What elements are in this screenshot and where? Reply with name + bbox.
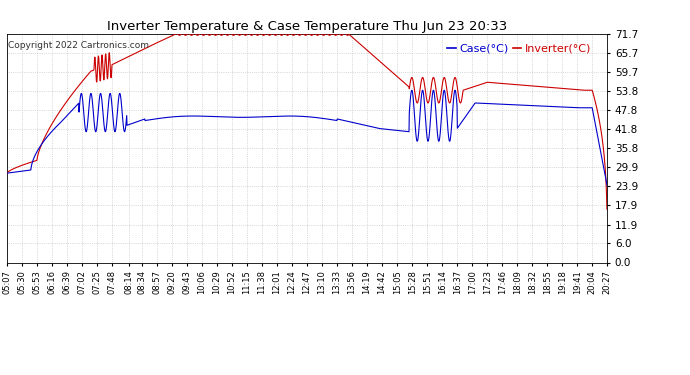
Text: Copyright 2022 Cartronics.com: Copyright 2022 Cartronics.com — [8, 40, 148, 50]
Title: Inverter Temperature & Case Temperature Thu Jun 23 20:33: Inverter Temperature & Case Temperature … — [107, 20, 507, 33]
Legend: Case(°C), Inverter(°C): Case(°C), Inverter(°C) — [442, 39, 595, 58]
